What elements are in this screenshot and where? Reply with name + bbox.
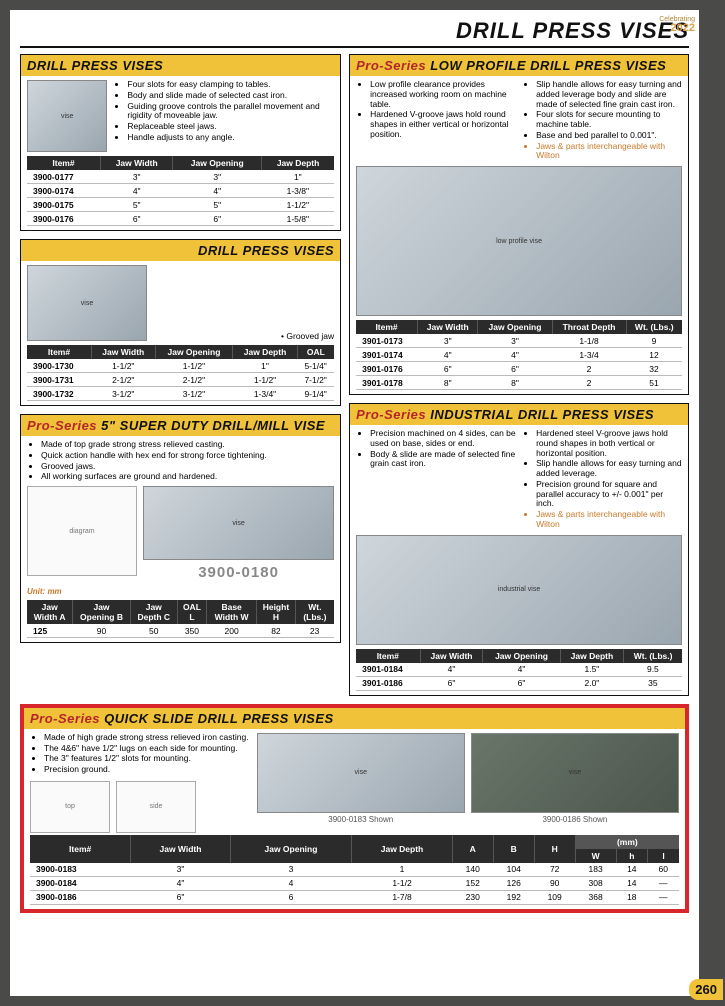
feature-list: Made of top grade strong stress relieved… <box>27 440 334 482</box>
spec-table: Jaw Width AJaw Opening BJaw Depth COAL L… <box>27 600 334 638</box>
caption: 3900-0186 Shown <box>471 815 679 824</box>
feature-list: Precision machined on 4 sides, can be us… <box>356 429 516 470</box>
panel-industrial: Pro-Series INDUSTRIAL DRILL PRESS VISES … <box>349 403 689 696</box>
note: • Grooved jaw <box>153 331 334 341</box>
feature-list: Low profile clearance provides increased… <box>356 80 516 141</box>
unit-note: Unit: mm <box>27 587 334 596</box>
diagram: top <box>30 781 110 833</box>
diagram: side <box>116 781 196 833</box>
caption: 3900-0183 Shown <box>257 815 465 824</box>
spec-table: Item#Jaw WidthJaw OpeningThroat DepthWt.… <box>356 320 682 390</box>
anniversary-badge: Celebrating 2022 <box>659 16 695 34</box>
panel-low-profile: Pro-Series LOW PROFILE DRILL PRESS VISES… <box>349 54 689 395</box>
spec-table: Item#Jaw WidthJaw OpeningJaw DepthOAL390… <box>27 345 334 401</box>
panel-super-duty: Pro-Series 5" SUPER DUTY DRILL/MILL VISE… <box>20 414 341 643</box>
page-number: 260 <box>689 979 723 1000</box>
product-image: vise <box>471 733 679 813</box>
product-image: industrial vise <box>356 535 682 645</box>
product-image: vise <box>143 486 334 560</box>
product-image: low profile vise <box>356 166 682 316</box>
feature-list: Made of high grade strong stress relieve… <box>30 733 251 775</box>
panel-quick-slide: Pro-Series QUICK SLIDE DRILL PRESS VISES… <box>20 704 689 913</box>
spec-table: Item#Jaw WidthJaw OpeningJaw Depth3900-0… <box>27 156 334 226</box>
product-image: vise <box>27 80 107 152</box>
catalog-page: Celebrating 2022 DRILL PRESS VISES DRILL… <box>10 10 699 996</box>
spec-table: Item#Jaw WidthJaw OpeningJaw DepthWt. (L… <box>356 649 682 691</box>
product-image: vise <box>257 733 465 813</box>
product-image: vise <box>27 265 147 341</box>
feature-list: Slip handle allows for easy turning and … <box>522 80 682 162</box>
page-header: DRILL PRESS VISES <box>20 18 689 48</box>
page-title: DRILL PRESS VISES <box>456 18 689 44</box>
panel-drill-press-vises-2: DRILL PRESS VISES vise • Grooved jaw Ite… <box>20 239 341 406</box>
feature-list: Hardened steel V-groove jaws hold round … <box>522 429 682 531</box>
feature-list: Four slots for easy clamping to tables.B… <box>113 80 334 144</box>
diagram: diagram <box>27 486 137 576</box>
panel-drill-press-vises-1: DRILL PRESS VISES vise Four slots for ea… <box>20 54 341 231</box>
spec-table: Item#Jaw WidthJaw OpeningJaw DepthABH(mm… <box>30 835 679 905</box>
part-number: 3900-0180 <box>143 564 334 581</box>
